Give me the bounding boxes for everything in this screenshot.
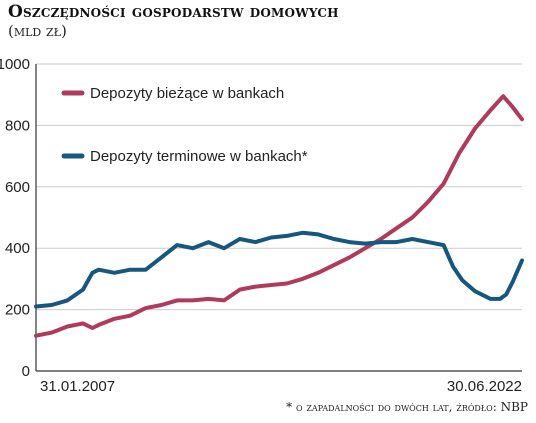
y-tick-label: 1000 xyxy=(0,56,30,73)
y-tick-label: 600 xyxy=(5,179,30,196)
y-tick-label: 0 xyxy=(22,363,30,380)
x-tick-label-start: 31.01.2007 xyxy=(40,378,115,395)
y-tick-label: 800 xyxy=(5,117,30,134)
legend-label-depozyty-biezace: Depozyty bieżące w bankach xyxy=(90,85,284,102)
y-tick-label: 400 xyxy=(5,240,30,257)
series-line-depozyty-biezace xyxy=(34,94,524,338)
legend: Depozyty bieżące w bankach Depozyty term… xyxy=(61,85,308,165)
y-tick-label: 200 xyxy=(5,302,30,319)
axis-layer: 0 200 400 600 800 1000 xyxy=(0,56,522,380)
x-tick-label-end: 30.06.2022 xyxy=(447,378,522,395)
footnote-source: * o zapadalności do dwóch lat, źródło: N… xyxy=(286,400,528,414)
series-layer xyxy=(34,94,524,338)
legend-label-depozyty-terminowe: Depozyty terminowe w bankach* xyxy=(90,148,308,165)
chart-subtitle: (mld zł) xyxy=(8,22,67,40)
series-line-depozyty-terminowe xyxy=(34,230,524,309)
chart-title: Oszczędności gospodarstw domowych xyxy=(8,2,339,22)
